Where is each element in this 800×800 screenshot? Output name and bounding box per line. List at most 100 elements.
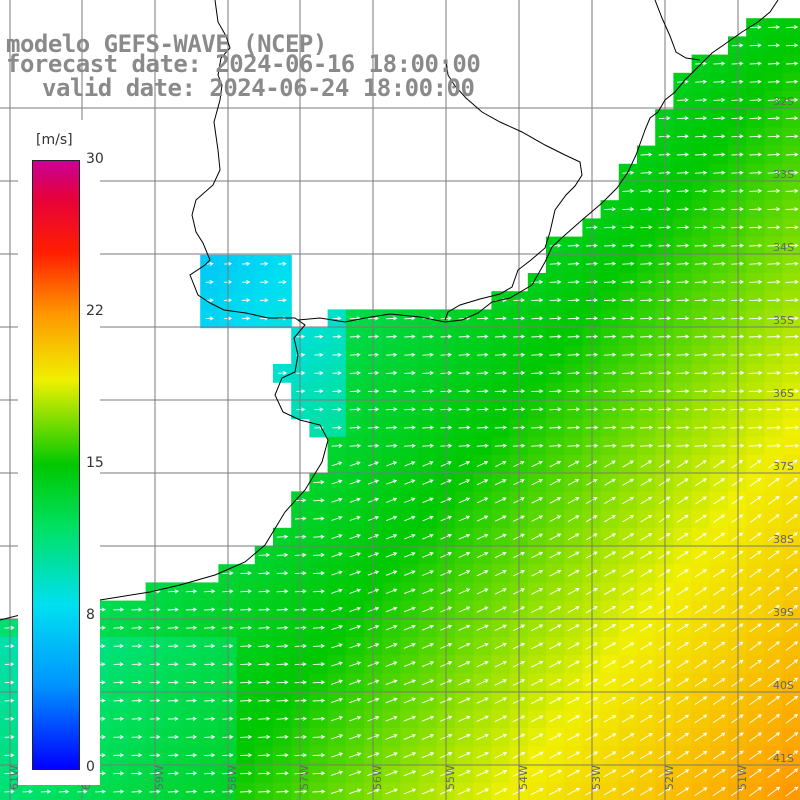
wind-arrow bbox=[240, 662, 253, 667]
wind-arrow bbox=[712, 696, 726, 705]
wind-arrow bbox=[730, 750, 744, 760]
wind-arrow bbox=[694, 170, 708, 175]
wind-arrow bbox=[730, 370, 745, 375]
wind-arrow bbox=[621, 678, 635, 687]
wind-arrow bbox=[349, 407, 362, 412]
wind-arrow bbox=[785, 443, 800, 448]
wind-arrow bbox=[404, 515, 416, 522]
wind-arrow bbox=[204, 789, 216, 794]
wind-arrow bbox=[330, 715, 344, 722]
wind-arrow bbox=[4, 789, 15, 794]
wind-arrow bbox=[404, 370, 416, 376]
wind-arrow bbox=[276, 789, 289, 794]
wind-arrow bbox=[658, 769, 672, 778]
wind-arrow bbox=[260, 279, 269, 285]
wind-arrow bbox=[658, 188, 671, 193]
wind-arrow bbox=[694, 750, 708, 760]
wind-arrow bbox=[748, 407, 763, 412]
wind-arrow bbox=[748, 370, 763, 375]
wind-arrow bbox=[694, 659, 708, 669]
wind-arrow bbox=[676, 425, 690, 430]
wind-arrow bbox=[312, 734, 326, 739]
wind-arrow bbox=[694, 641, 708, 651]
wind-arrow bbox=[603, 569, 617, 577]
wind-arrow bbox=[458, 443, 471, 448]
wind-arrow bbox=[403, 643, 416, 649]
wind-arrow bbox=[258, 771, 271, 776]
wind-arrow bbox=[167, 698, 179, 703]
wind-arrow bbox=[476, 515, 489, 522]
wind-arrow bbox=[713, 207, 726, 212]
wind-arrow bbox=[676, 243, 690, 248]
wind-arrow bbox=[349, 461, 361, 467]
wind-arrow bbox=[767, 750, 781, 760]
wind-arrow bbox=[712, 370, 727, 375]
wind-arrow bbox=[331, 534, 343, 540]
wind-arrow bbox=[4, 716, 15, 721]
wind-arrow bbox=[640, 170, 653, 175]
wind-arrow bbox=[258, 607, 271, 612]
lat-label: 36S bbox=[773, 387, 794, 400]
wind-arrow bbox=[4, 662, 15, 667]
wind-arrow bbox=[385, 734, 398, 740]
wind-arrow bbox=[549, 569, 562, 577]
wind-arrow bbox=[785, 43, 799, 48]
wind-arrow bbox=[766, 407, 781, 412]
wind-arrow bbox=[386, 316, 398, 321]
wind-arrow bbox=[349, 752, 362, 758]
wind-arrow bbox=[694, 569, 708, 578]
wind-arrow bbox=[767, 732, 781, 742]
wind-arrow bbox=[385, 624, 398, 631]
wind-arrow bbox=[731, 532, 744, 542]
coastline bbox=[0, 0, 779, 621]
wind-arrow bbox=[531, 606, 544, 613]
wind-arrow bbox=[658, 225, 671, 230]
wind-arrow bbox=[604, 478, 616, 486]
wind-arrow bbox=[458, 661, 471, 668]
wind-arrow bbox=[186, 662, 197, 667]
wind-arrow bbox=[258, 753, 271, 758]
wind-arrow bbox=[95, 789, 106, 794]
wind-arrow bbox=[767, 188, 781, 193]
wind-arrow bbox=[731, 496, 744, 505]
wind-arrow bbox=[312, 771, 326, 776]
wind-arrow bbox=[658, 569, 671, 578]
wind-arrow bbox=[549, 370, 562, 375]
wind-arrow bbox=[731, 79, 744, 84]
wind-arrow bbox=[712, 279, 726, 284]
wind-arrow bbox=[276, 625, 289, 630]
wind-arrow bbox=[531, 479, 544, 486]
wind-arrow bbox=[421, 752, 435, 759]
wind-arrow bbox=[476, 461, 489, 467]
lon-label: 52W bbox=[663, 765, 676, 790]
wind-arrow bbox=[694, 225, 708, 230]
wind-arrow bbox=[276, 589, 289, 594]
lon-label: 56W bbox=[371, 765, 384, 790]
wind-arrow bbox=[549, 697, 562, 705]
wind-arrow bbox=[712, 334, 726, 339]
wind-arrow bbox=[494, 551, 507, 559]
wind-arrow bbox=[785, 407, 800, 412]
wind-arrow bbox=[785, 79, 799, 84]
wind-arrow bbox=[422, 389, 435, 394]
wind-arrow bbox=[695, 79, 708, 84]
wind-arrow bbox=[312, 716, 326, 721]
wind-arrow bbox=[640, 207, 653, 212]
wind-arrow bbox=[785, 279, 799, 284]
wind-arrow bbox=[603, 696, 617, 705]
wind-arrow bbox=[476, 570, 489, 577]
wind-arrow bbox=[749, 677, 762, 687]
wind-arrow bbox=[658, 660, 671, 669]
wind-arrow bbox=[548, 751, 562, 759]
wind-arrow bbox=[621, 733, 635, 741]
wind-arrow bbox=[694, 389, 708, 394]
wind-arrow bbox=[694, 623, 708, 632]
wind-arrow bbox=[767, 352, 781, 357]
wind-arrow bbox=[640, 587, 653, 596]
wind-arrow bbox=[658, 116, 671, 121]
wind-arrow bbox=[658, 533, 671, 541]
wind-arrow bbox=[730, 334, 745, 339]
wind-arrow bbox=[113, 680, 124, 685]
wind-arrow bbox=[712, 750, 726, 760]
